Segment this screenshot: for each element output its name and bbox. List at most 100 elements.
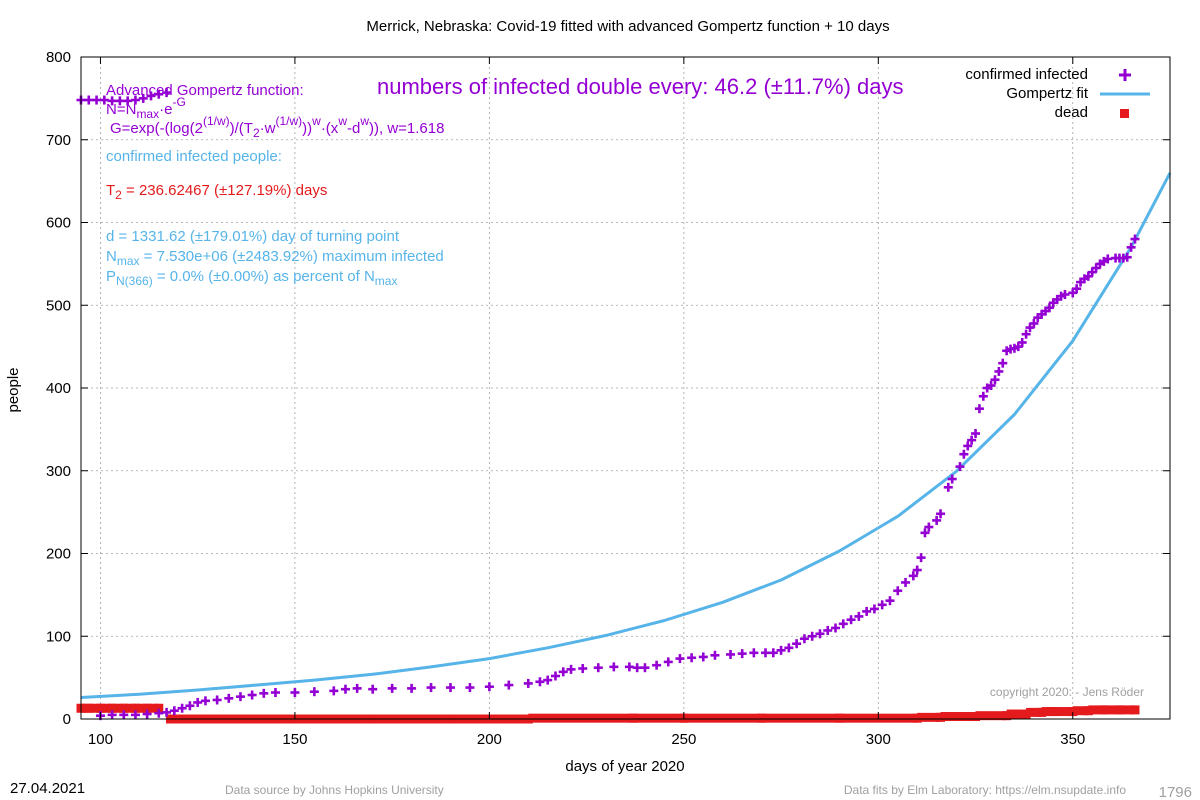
x-tick-label: 350: [1060, 731, 1085, 748]
infected-point: [885, 596, 895, 606]
infected-point: [959, 449, 969, 459]
dead-band: [1072, 706, 1089, 716]
infected-point: [978, 391, 988, 401]
infected-point: [593, 663, 603, 673]
infected-point: [1126, 242, 1136, 252]
infected-point: [1060, 289, 1070, 299]
infected-point: [761, 648, 771, 658]
infected-point: [862, 606, 872, 616]
x-tick-label: 100: [88, 731, 113, 748]
infected-point: [784, 643, 794, 653]
dead-band: [1053, 707, 1073, 717]
infected-point: [807, 631, 817, 641]
dead-band: [683, 713, 762, 723]
infected-point: [535, 677, 545, 687]
gompertz-title: Advanced Gompertz function:: [106, 82, 304, 99]
infected-point: [838, 619, 848, 629]
grid-lines: [81, 57, 1170, 719]
y-tick-label: 500: [46, 297, 71, 314]
infected-point: [924, 522, 934, 532]
infected-point: [407, 683, 417, 693]
infected-point: [768, 648, 778, 658]
infected-point: [193, 697, 203, 707]
infected-point: [115, 96, 125, 106]
dead-band: [147, 703, 159, 713]
infected-point: [994, 366, 1004, 376]
infected-point: [823, 625, 833, 635]
dead-band: [761, 713, 840, 723]
infected-point: [123, 96, 133, 106]
infected-point: [869, 604, 879, 614]
legend: confirmed infected Gompertz fit dead: [965, 66, 1150, 121]
infected-point: [247, 690, 257, 700]
infected-point: [138, 93, 148, 103]
footer-fits: Data fits by Elm Laboratory: https://elm…: [844, 783, 1126, 797]
infected-point: [185, 701, 195, 711]
infected-point: [652, 660, 662, 670]
legend-label-fit: Gompertz fit: [1006, 85, 1089, 102]
dead-band: [917, 712, 941, 722]
infected-point: [84, 95, 94, 105]
infected-point: [504, 680, 514, 690]
infected-point: [107, 96, 117, 106]
infected-point: [154, 89, 164, 99]
infected-point: [259, 688, 269, 698]
infected-point: [947, 474, 957, 484]
dead-band: [975, 711, 1007, 721]
infected-point: [640, 663, 650, 673]
t2-text: T2 = 236.62467 (±127.19%) days: [106, 182, 327, 202]
dead-band: [1088, 705, 1104, 715]
infected-point: [799, 634, 809, 644]
infected-point: [162, 88, 172, 98]
copyright-text: copyright 2020: - Jens Röder: [990, 685, 1144, 699]
infected-point: [1017, 337, 1027, 347]
x-tick-label: 300: [866, 731, 891, 748]
y-tick-label: 800: [46, 49, 71, 66]
footer-number: 1796: [1159, 784, 1192, 800]
infected-point: [998, 358, 1008, 368]
dead-band: [633, 713, 684, 723]
legend-marker-infected: [1119, 69, 1131, 81]
infected-point: [792, 639, 802, 649]
infected-point: [908, 571, 918, 581]
infected-point: [710, 650, 720, 660]
dead-band: [112, 703, 124, 713]
infected-point: [1072, 284, 1082, 294]
legend-marker-dead: [1120, 109, 1129, 118]
infected-point: [624, 662, 634, 672]
infected-point: [986, 381, 996, 391]
infected-point: [698, 652, 708, 662]
fit-line: [80, 172, 1172, 699]
infected-point: [154, 708, 164, 718]
infected-point: [609, 662, 619, 672]
infected-point: [368, 684, 378, 694]
x-axis-label: days of year 2020: [565, 758, 684, 775]
infected-point: [107, 710, 117, 720]
infected-point: [687, 653, 697, 663]
d-text: d = 1331.62 (±179.01%) day of turning po…: [106, 228, 400, 245]
infected-point: [971, 429, 981, 439]
infected-point: [1103, 254, 1113, 264]
legend-label-dead: dead: [1055, 104, 1088, 121]
infected-point: [632, 663, 642, 673]
infected-point: [663, 657, 673, 667]
infected-point: [737, 649, 747, 659]
infected-point: [936, 509, 946, 519]
dead-band: [528, 713, 634, 723]
infected-point: [749, 648, 759, 658]
infected-point: [1130, 234, 1140, 244]
infected-point: [99, 95, 109, 105]
doubling-text: numbers of infected double every: 46.2 (…: [377, 74, 904, 99]
infected-point: [776, 645, 786, 655]
y-tick-label: 600: [46, 215, 71, 232]
infected-point: [523, 678, 533, 688]
infected-point: [1029, 318, 1039, 328]
infected-point: [893, 586, 903, 596]
infected-point: [877, 600, 887, 610]
infected-point: [212, 695, 222, 705]
infected-point: [901, 577, 911, 587]
infected-point: [200, 696, 210, 706]
dead-band: [1119, 705, 1135, 715]
footer-date: 27.04.2021: [10, 780, 85, 797]
infected-point: [726, 649, 736, 659]
